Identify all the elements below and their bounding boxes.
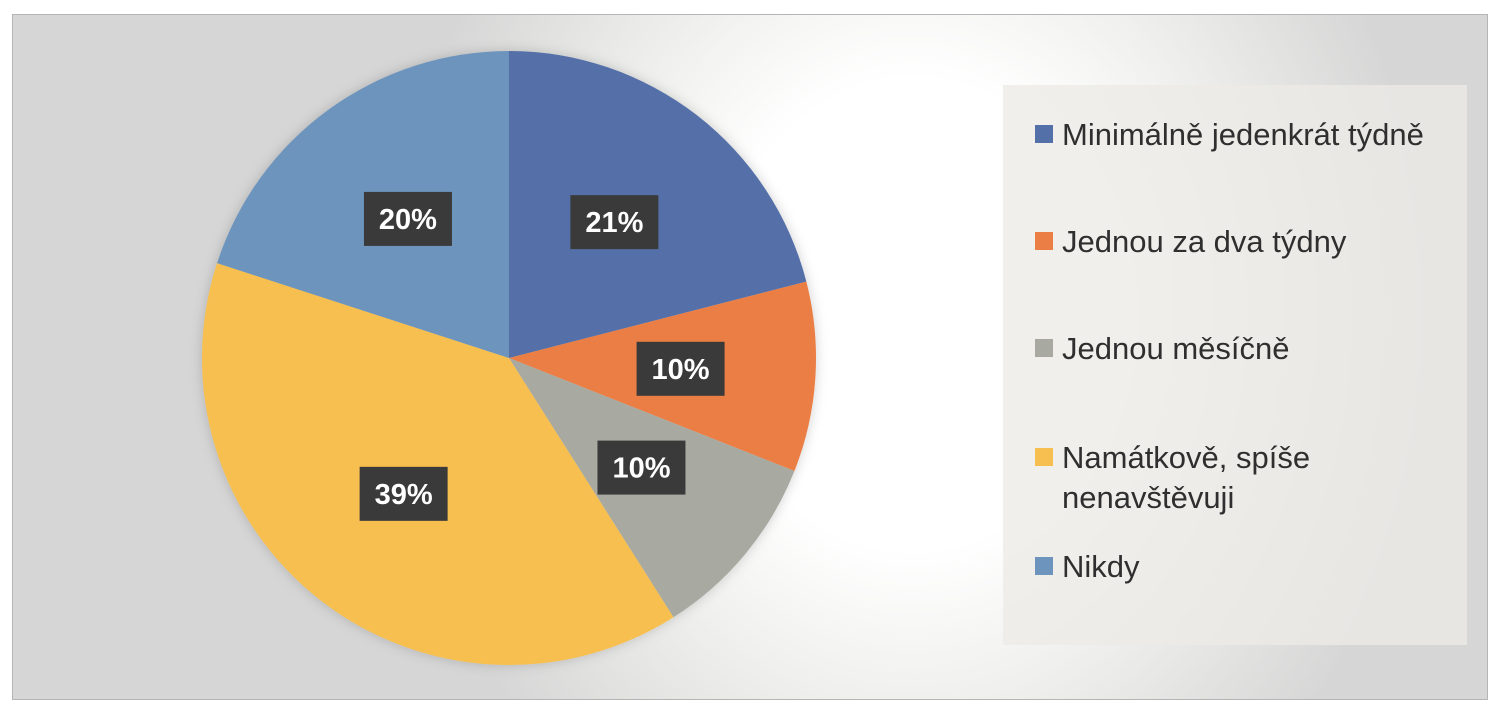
data-label-occasionally: 39% — [359, 466, 448, 521]
data-label-text-never: 20% — [379, 204, 437, 236]
pie-chart: 21% 10% 10% 39% 20% — [202, 51, 817, 665]
data-label-box-biweekly — [636, 341, 725, 396]
legend-item-occasionally: Namátkově, spíše nenavštěvuji — [1035, 438, 1362, 518]
legend-swatch-monthly — [1035, 339, 1053, 357]
legend: Minimálně jedenkrát týdně Jednou za dva … — [1003, 85, 1467, 645]
pie-slice-occasionally — [202, 263, 674, 665]
legend-label-monthly: Jednou měsíčně — [1062, 331, 1290, 366]
legend-item-monthly: Jednou měsíčně — [1035, 329, 1462, 369]
legend-item-never: Nikdy — [1035, 547, 1462, 587]
legend-label-occasionally: Namátkově, spíše nenavštěvuji — [1062, 440, 1311, 515]
legend-swatch-occasionally — [1035, 448, 1053, 466]
pie-data-labels: 21% 10% 10% 39% 20% — [359, 191, 725, 521]
legend-label-never: Nikdy — [1062, 549, 1140, 584]
data-label-box-weekly — [570, 195, 659, 250]
data-label-never: 20% — [363, 191, 452, 246]
data-label-text-occasionally: 39% — [375, 479, 433, 511]
data-label-box-occasionally — [359, 466, 448, 521]
chart-frame: 21% 10% 10% 39% 20% Minimálně jedenkrát týdn… — [12, 14, 1488, 700]
data-label-weekly: 21% — [570, 195, 659, 250]
pie-slice-never — [217, 51, 510, 358]
legend-item-weekly: Minimálně jedenkrát týdně — [1035, 115, 1462, 155]
pie-slices — [202, 51, 817, 665]
data-label-box-monthly — [597, 440, 686, 495]
legend-swatch-weekly — [1035, 125, 1053, 143]
data-label-box-never — [363, 191, 452, 246]
data-label-monthly: 10% — [597, 440, 686, 495]
legend-swatch-biweekly — [1035, 232, 1053, 250]
legend-item-biweekly: Jednou za dva týdny — [1035, 222, 1462, 262]
legend-label-biweekly: Jednou za dva týdny — [1062, 224, 1347, 259]
data-label-text-weekly: 21% — [585, 207, 643, 239]
legend-label-weekly: Minimálně jedenkrát týdně — [1062, 117, 1424, 152]
legend-swatch-never — [1035, 557, 1053, 575]
data-label-biweekly: 10% — [636, 341, 725, 396]
data-label-text-biweekly: 10% — [652, 354, 710, 386]
data-label-text-monthly: 10% — [612, 453, 670, 485]
